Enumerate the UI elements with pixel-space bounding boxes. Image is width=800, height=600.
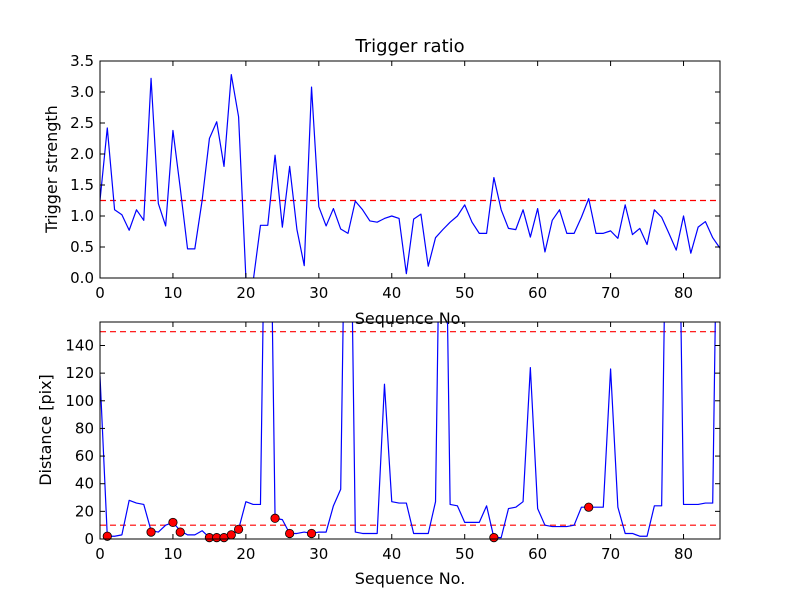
x-tick-label: 60 [528,284,547,302]
y-tick-label: 0 [84,530,94,548]
data-marker [306,528,317,539]
x-tick-label: 80 [674,545,693,563]
x-tick-label: 70 [601,284,620,302]
chart-title: Trigger ratio [354,36,464,57]
x-axis-label: Sequence No. [355,569,466,588]
x-tick-label: 80 [674,284,693,302]
y-tick-label: 3.5 [70,52,94,70]
series-line [100,322,716,539]
data-marker [584,502,594,512]
y-tick-label: 40 [75,475,94,493]
x-tick-label: 40 [382,545,401,563]
axes-frame [99,60,721,279]
x-tick-label: 50 [455,284,474,302]
x-tick-label: 50 [455,545,474,563]
y-tick-label: 2.5 [70,114,94,132]
y-tick-label: 1.0 [70,207,94,225]
x-tick-label: 20 [236,284,255,302]
series-line [100,74,720,278]
y-tick-label: 80 [75,419,94,437]
data-marker [175,527,185,537]
data-marker [226,530,236,540]
data-marker [285,528,295,539]
x-tick-label: 70 [601,545,620,563]
y-axis-label: Distance [pix] [36,374,55,486]
y-tick-label: 120 [65,364,94,382]
y-axis-label: Trigger strength [42,105,61,234]
y-tick-label: 0.5 [70,238,94,256]
x-axis-label: Sequence No. [355,309,466,328]
x-tick-label: 0 [95,545,105,563]
x-tick-label: 30 [309,284,328,302]
y-tick-label: 60 [75,447,94,465]
data-marker [146,527,156,537]
x-tick-label: 60 [528,545,547,563]
y-tick-label: 1.5 [70,176,94,194]
trigger-ratio-chart: Trigger ratio Trigger strength Sequence … [42,36,721,328]
x-tick-label: 10 [163,284,182,302]
x-tick-label: 40 [382,284,401,302]
x-tick-label: 20 [236,545,255,563]
data-marker [102,531,112,541]
data-marker [270,513,280,523]
data-marker [168,517,178,528]
y-tick-label: 140 [65,336,94,354]
y-tick-label: 100 [65,392,94,410]
y-tick-label: 2.0 [70,145,94,163]
distance-chart: Distance [pix] Sequence No. 0 10 20 30 40 50 6… [36,321,721,588]
axes-frame [99,321,721,540]
y-tick-label: 20 [75,502,94,520]
x-tick-label: 30 [309,545,328,563]
x-tick-label: 10 [163,545,182,563]
data-marker [489,533,499,543]
y-tick-label: 3.0 [70,83,94,101]
data-marker [233,524,244,534]
x-tick-label: 0 [95,284,105,302]
y-tick-label: 0.0 [70,269,94,287]
